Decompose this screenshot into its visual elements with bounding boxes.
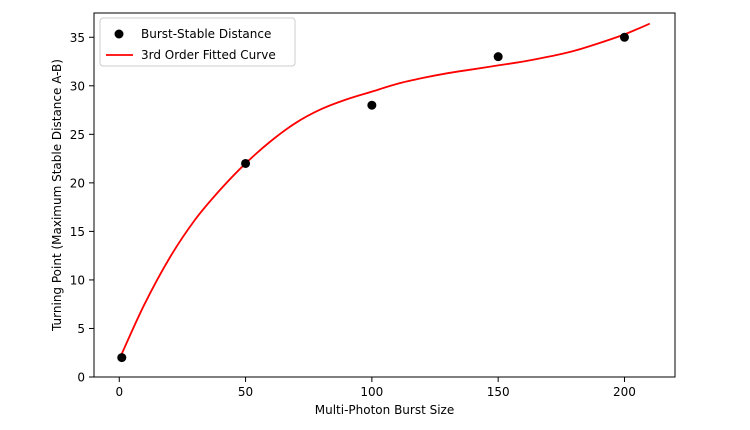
x-axis-label: Multi-Photon Burst Size bbox=[315, 403, 455, 417]
x-tick-label: 100 bbox=[360, 385, 383, 399]
x-tick-label: 150 bbox=[487, 385, 510, 399]
x-axis-ticks: 0 50 100 150 200 bbox=[115, 377, 636, 399]
y-axis-label: Turning Point (Maximum Stable Distance A… bbox=[50, 59, 64, 332]
y-tick-label: 0 bbox=[77, 371, 85, 385]
x-tick-label: 200 bbox=[613, 385, 636, 399]
y-axis-ticks: 0 5 10 15 20 25 30 35 bbox=[70, 31, 94, 385]
y-tick-label: 30 bbox=[70, 79, 85, 93]
legend-label-scatter: Burst-Stable Distance bbox=[141, 27, 271, 41]
legend-box bbox=[99, 17, 296, 67]
y-tick-label: 35 bbox=[70, 31, 85, 45]
data-point bbox=[367, 100, 377, 110]
legend: Burst-Stable Distance 3rd Order Fitted C… bbox=[99, 17, 296, 67]
y-tick-label: 15 bbox=[70, 225, 85, 239]
data-point bbox=[619, 32, 629, 42]
data-point bbox=[117, 353, 127, 363]
series-layer bbox=[117, 22, 651, 363]
y-tick-label: 10 bbox=[70, 273, 85, 287]
data-point bbox=[493, 52, 503, 62]
y-tick-label: 5 bbox=[77, 322, 85, 336]
data-point bbox=[241, 158, 251, 168]
legend-scatter-marker bbox=[114, 29, 124, 39]
y-tick-label: 25 bbox=[70, 128, 85, 142]
x-tick-label: 50 bbox=[238, 385, 253, 399]
x-tick-label: 0 bbox=[115, 385, 123, 399]
plot-frame bbox=[93, 12, 676, 378]
plot-area bbox=[93, 12, 676, 378]
legend-label-line: 3rd Order Fitted Curve bbox=[141, 48, 276, 62]
fitted-curve-line bbox=[120, 22, 651, 355]
y-tick-label: 20 bbox=[70, 176, 85, 190]
